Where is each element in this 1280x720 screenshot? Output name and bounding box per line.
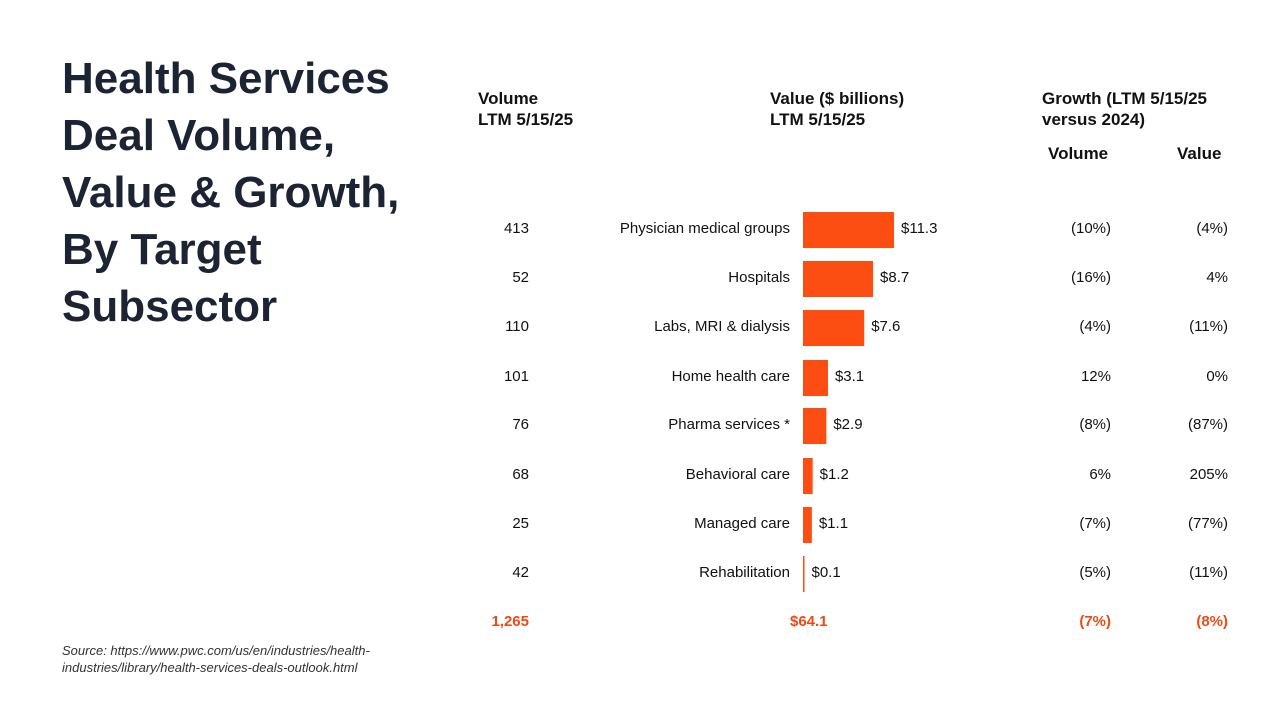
value-label: $3.1	[834, 368, 865, 385]
category-label: Hospitals	[728, 269, 790, 286]
value-label: $11.3	[901, 220, 938, 237]
growth-value-cell: (11%)	[1189, 564, 1228, 581]
growth-volume-cell: (4%)	[1079, 318, 1111, 335]
total-value: $64.1	[790, 613, 828, 630]
growth-value-cell: 4%	[1206, 269, 1228, 286]
growth-volume-cell: (5%)	[1079, 564, 1111, 581]
total-volume: 1,265	[491, 613, 529, 630]
bar-6	[803, 507, 812, 543]
category-label: Pharma services *	[668, 416, 790, 433]
total-growth-volume: (7%)	[1079, 613, 1111, 630]
growth-volume-cell: 12%	[1080, 368, 1111, 385]
growth-volume-cell: (8%)	[1079, 416, 1111, 433]
bar-7	[803, 556, 805, 592]
category-label: Home health care	[671, 368, 790, 385]
volume-header: Volume LTM 5/15/25	[478, 89, 574, 129]
category-label: Behavioral care	[685, 466, 790, 483]
volume-cell: 413	[503, 220, 529, 237]
slide-title: Health Services Deal Volume, Value & Gro…	[62, 54, 400, 331]
growth-volume-cell: (10%)	[1070, 220, 1111, 237]
growth-volume-cell: (16%)	[1070, 269, 1111, 286]
volume-cell: 25	[512, 515, 529, 532]
growth-value-cell: (77%)	[1187, 515, 1228, 532]
bar-5	[803, 458, 813, 494]
value-header: Value ($ billions) LTM 5/15/25	[770, 89, 905, 129]
growth-header: Growth (LTM 5/15/25 versus 2024)	[1042, 89, 1207, 129]
bar-4	[803, 408, 827, 444]
growth-volume-cell: 6%	[1089, 466, 1111, 483]
category-label: Managed care	[694, 515, 790, 532]
category-label: Physician medical groups	[619, 220, 790, 237]
volume-cell: 68	[512, 466, 529, 483]
value-label: $1.2	[819, 466, 849, 483]
bar-1	[803, 261, 874, 297]
volume-cell: 110	[505, 318, 529, 335]
source-note: Source: https://www.pwc.com/us/en/indust…	[62, 643, 370, 675]
growth-volume-header: Volume	[1048, 144, 1109, 163]
growth-volume-cell: (7%)	[1079, 515, 1111, 532]
volume-cell: 101	[503, 368, 529, 385]
volume-cell: 52	[512, 269, 529, 286]
bar-2	[803, 310, 865, 346]
growth-value-cell: (11%)	[1189, 318, 1228, 335]
bar-0	[803, 212, 894, 248]
growth-value-cell: 205%	[1189, 466, 1228, 483]
volume-cell: 42	[512, 564, 529, 581]
value-label: $7.6	[871, 318, 901, 335]
growth-value-cell: 0%	[1206, 368, 1228, 385]
category-label: Rehabilitation	[699, 564, 790, 581]
growth-value-cell: (4%)	[1196, 220, 1228, 237]
volume-cell: 76	[512, 416, 529, 433]
value-label: $8.7	[880, 269, 910, 286]
category-label: Labs, MRI & dialysis	[654, 318, 790, 335]
growth-value-header: Value	[1177, 144, 1222, 163]
value-label: $2.9	[833, 416, 863, 433]
growth-value-cell: (87%)	[1187, 416, 1228, 433]
value-label: $0.1	[811, 564, 841, 581]
bar-3	[803, 360, 828, 396]
value-label: $1.1	[818, 515, 849, 532]
total-growth-value: (8%)	[1196, 613, 1228, 630]
